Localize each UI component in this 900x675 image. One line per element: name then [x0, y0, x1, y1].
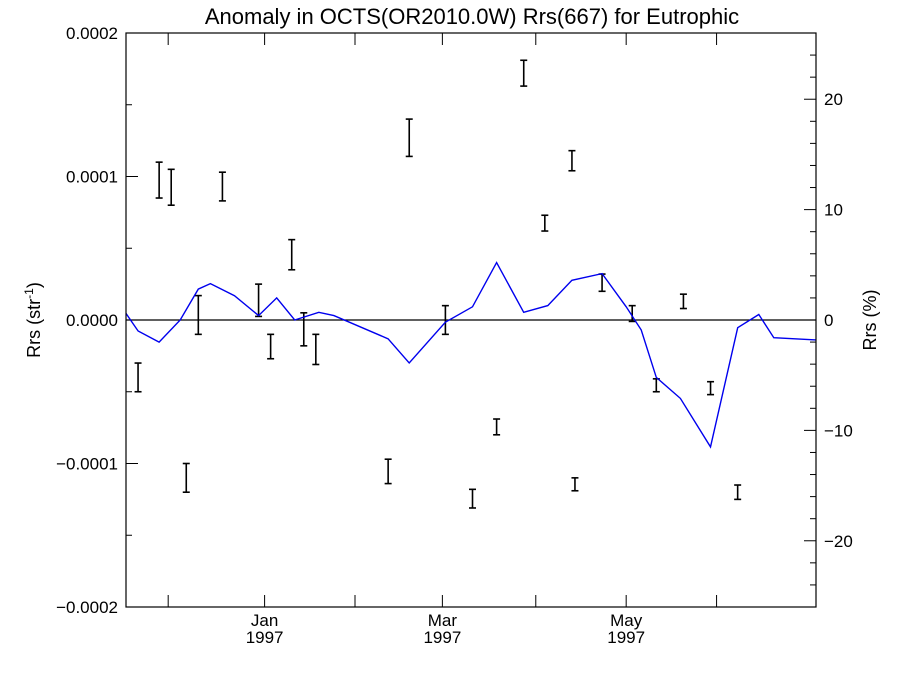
y-left-tick-label: 0.0002	[66, 24, 118, 43]
x-tick-sublabel: 1997	[607, 628, 645, 647]
y-right-tick-label: 10	[824, 201, 843, 220]
x-tick-label: Mar	[428, 611, 458, 630]
x-tick-label: Jan	[251, 611, 278, 630]
y-right-tick-label: −10	[824, 421, 853, 440]
x-tick-label: May	[610, 611, 643, 630]
y-axis-label-left: Rrs (str-1)	[22, 282, 44, 358]
x-tick-sublabel: 1997	[246, 628, 284, 647]
plot-frame	[125, 32, 817, 608]
plot-area: 0.0002 0.0001 0.0000 −0.0001 −0.0002 20 10 0 −10…	[56, 24, 853, 647]
y-right-tick-label: 20	[824, 90, 843, 109]
y-left-tick-label: 0.0001	[66, 168, 118, 187]
chart-title: Anomaly in OCTS(OR2010.0W) Rrs(667) for …	[205, 4, 739, 29]
x-tick-sublabel: 1997	[423, 628, 461, 647]
y-left-tick-label: −0.0002	[56, 598, 118, 617]
y-right-tick-label: −20	[824, 532, 853, 551]
anomaly-percent-line	[125, 261, 817, 449]
y-left-tick-label: 0.0000	[66, 311, 118, 330]
y-right-tick-label: 0	[824, 311, 833, 330]
y-left-tick-label: −0.0001	[56, 455, 118, 474]
y-axis-label-right: Rrs (%)	[860, 290, 880, 351]
